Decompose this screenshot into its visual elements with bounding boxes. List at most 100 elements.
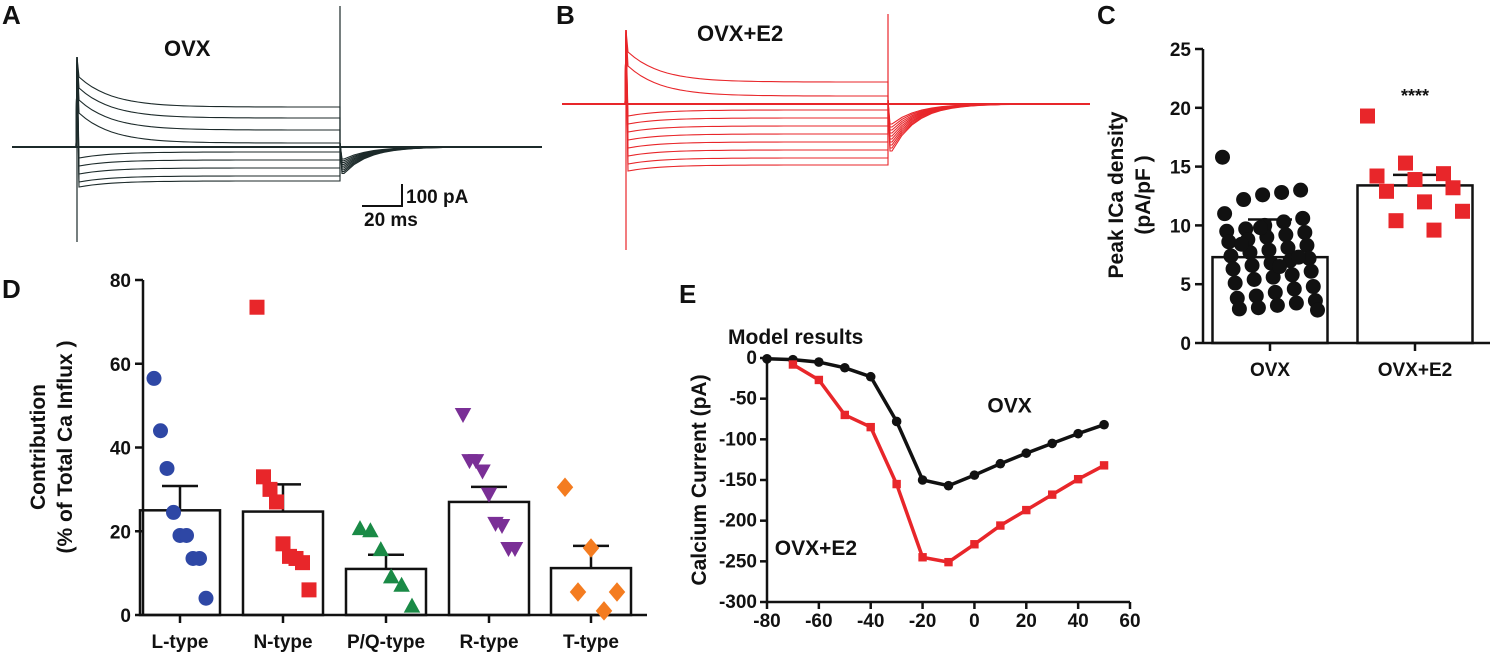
category-label: P/Q-type — [347, 632, 425, 653]
series-line — [792, 362, 1105, 564]
d-ylabel-units: (% of Total Ca Influx ) — [54, 340, 77, 553]
data-point — [1305, 279, 1321, 295]
data-point — [1297, 224, 1313, 240]
current-trace — [12, 56, 542, 183]
data-point — [1276, 214, 1292, 230]
series-point — [917, 475, 928, 485]
data-point — [1231, 301, 1247, 317]
data-point — [595, 601, 613, 621]
y-tick-label: 0 — [746, 348, 757, 369]
current-trace — [562, 29, 1090, 141]
current-trace — [562, 29, 1090, 157]
y-tick-label: 25 — [1170, 40, 1192, 61]
data-point — [1267, 284, 1283, 300]
data-point — [256, 469, 271, 485]
series-point — [943, 480, 954, 491]
current-trace — [12, 56, 542, 160]
data-point — [1379, 183, 1394, 199]
series-point — [1099, 419, 1109, 430]
model-calcium-current-chart: Calcium Current (pA) 0-50-100-150-200-25… — [688, 348, 1141, 632]
data-point — [556, 477, 574, 498]
data-point — [1248, 288, 1264, 304]
data-point — [1310, 302, 1325, 318]
data-point — [1286, 281, 1302, 297]
scale-bar: 100 pA 20 ms — [362, 184, 469, 231]
data-point — [1236, 192, 1252, 208]
category-label: OVX+E2 — [1378, 360, 1452, 381]
x-tick-label: -20 — [909, 611, 936, 632]
data-point — [467, 454, 485, 470]
y-tick-label: -200 — [719, 511, 757, 532]
data-point — [1227, 275, 1243, 291]
y-tick-label: 20 — [110, 522, 131, 543]
data-point — [1225, 261, 1241, 277]
series-point — [839, 362, 850, 373]
scale-bar-time-label: 20 ms — [364, 210, 418, 231]
data-point — [1299, 237, 1315, 253]
current-trace — [12, 56, 542, 169]
series-point — [814, 375, 824, 385]
series-label-ovx: OVX — [987, 394, 1031, 417]
data-point — [1360, 108, 1375, 124]
y-tick-label: 0 — [120, 606, 131, 627]
series-point — [1021, 448, 1032, 458]
data-point — [179, 527, 194, 543]
data-point — [1244, 257, 1260, 273]
y-tick-label: -50 — [730, 389, 757, 410]
y-tick-label: -250 — [719, 551, 757, 572]
data-point — [146, 370, 162, 386]
y-tick-label: 10 — [1170, 216, 1191, 237]
series-point — [918, 553, 927, 562]
data-point — [362, 522, 379, 538]
x-tick-label: -40 — [857, 611, 884, 632]
data-point — [1426, 222, 1442, 238]
x-tick-label: -80 — [753, 611, 780, 632]
series-point — [788, 360, 798, 369]
data-point — [1269, 297, 1285, 313]
data-point — [1250, 300, 1266, 316]
data-point — [480, 487, 498, 503]
data-point — [454, 408, 472, 423]
data-point — [1398, 155, 1413, 171]
series-point — [762, 354, 772, 364]
series-point — [944, 557, 953, 567]
series-point — [840, 410, 849, 420]
panel-letter-a: A — [2, 0, 21, 30]
data-point — [295, 555, 310, 571]
data-point — [1303, 263, 1319, 279]
data-point — [1293, 182, 1309, 198]
data-point — [262, 481, 278, 497]
series-point — [1048, 490, 1057, 499]
category-label: OVX — [1250, 360, 1290, 381]
current-trace — [562, 29, 1090, 128]
panel-a-title: OVX — [164, 36, 211, 61]
data-point — [393, 576, 410, 592]
ovx-current-traces — [12, 6, 542, 242]
data-point — [1215, 149, 1230, 165]
series-point — [969, 470, 980, 480]
e-title: Model results — [728, 326, 863, 349]
data-point — [159, 460, 175, 476]
x-tick-label: -60 — [805, 611, 832, 632]
data-point — [192, 550, 207, 566]
data-point — [493, 518, 511, 534]
y-tick-label: 40 — [110, 439, 131, 460]
data-point — [1407, 172, 1423, 188]
series-point — [892, 479, 901, 489]
series-point — [866, 422, 875, 432]
category-label: T-type — [563, 632, 619, 653]
data-point — [403, 597, 421, 613]
scale-bar-current-label: 100 pA — [406, 187, 469, 208]
data-point — [1234, 236, 1249, 252]
data-point — [153, 423, 168, 439]
data-point — [198, 590, 214, 606]
data-point — [351, 520, 369, 536]
panel-letter-b: B — [556, 0, 575, 30]
current-trace — [562, 29, 1090, 131]
data-point — [474, 464, 491, 480]
y-tick-label: 0 — [1180, 334, 1191, 355]
data-point — [166, 504, 181, 520]
data-point — [1274, 184, 1290, 200]
y-tick-label: -300 — [719, 592, 757, 613]
